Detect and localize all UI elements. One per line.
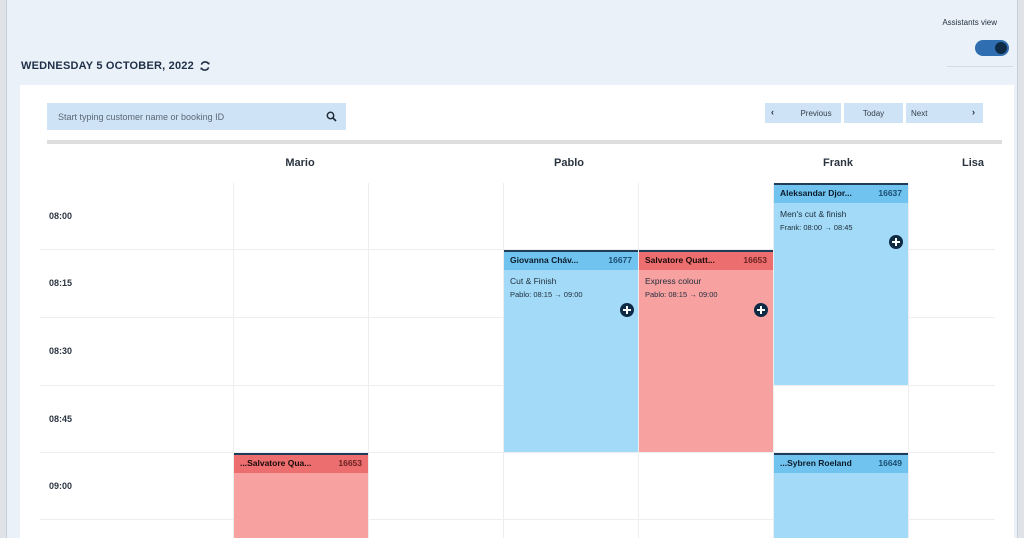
- chevron-right-icon: ›: [972, 107, 975, 117]
- grid-line: [503, 183, 504, 538]
- column-header-pablo: Pablo: [554, 157, 584, 169]
- appointment-time: Pablo: 08:15 → 09:00: [645, 290, 718, 299]
- time-label: 08:00: [49, 211, 73, 221]
- grid-line: [773, 183, 774, 538]
- appointment-top-bar: [504, 250, 638, 252]
- column-header-mario: Mario: [285, 157, 315, 169]
- booking-id: 16637: [878, 188, 902, 198]
- booking-id: 16653: [743, 255, 767, 265]
- search-input[interactable]: [58, 111, 313, 122]
- appointment-top-bar: [774, 453, 908, 455]
- appointment-card[interactable]: ...Salvatore Qua... 16653: [234, 453, 368, 538]
- booking-id: 16653: [338, 458, 362, 468]
- appointment-top-bar: [774, 183, 908, 185]
- grid-line: [40, 249, 995, 250]
- customer-name: Salvatore Quatt...: [645, 255, 715, 265]
- previous-button[interactable]: ‹ Previous: [765, 103, 841, 123]
- customer-name: ...Sybren Roeland: [780, 458, 852, 468]
- toggle-knob: [995, 42, 1007, 54]
- time-label: 08:15: [49, 278, 73, 288]
- service-name: Express colour: [645, 276, 702, 286]
- refresh-icon[interactable]: [199, 60, 211, 72]
- add-service-icon[interactable]: [620, 303, 634, 317]
- today-label: Today: [862, 108, 885, 118]
- appointment-top-bar: [234, 453, 368, 455]
- time-label: 08:30: [49, 346, 73, 356]
- grid-line: [638, 183, 639, 538]
- grid-line: [908, 183, 909, 538]
- next-button[interactable]: Next ›: [906, 103, 983, 123]
- grid-line: [40, 519, 995, 520]
- time-label: 09:00: [49, 481, 73, 491]
- assistants-view-label: Assistants view: [942, 18, 997, 27]
- add-service-icon[interactable]: [754, 303, 768, 317]
- appointment-card[interactable]: Giovanna Cháv... 16677 Cut & Finish Pabl…: [504, 250, 638, 452]
- appointment-card[interactable]: Salvatore Quatt... 16653 Express colour …: [639, 250, 773, 452]
- appointment-header: ...Sybren Roeland 16649: [774, 453, 908, 473]
- calendar-panel: ‹ Previous Today Next › Mario Pablo Fran…: [20, 85, 1014, 538]
- time-label: 08:45: [49, 414, 73, 424]
- service-name: Men's cut & finish: [780, 209, 847, 219]
- column-header-lisa: Lisa: [961, 157, 985, 169]
- page-title: WEDNESDAY 5 OCTOBER, 2022: [21, 60, 194, 72]
- add-service-icon[interactable]: [889, 235, 903, 249]
- date-header: WEDNESDAY 5 OCTOBER, 2022: [21, 60, 211, 72]
- appointment-top-bar: [639, 250, 773, 252]
- grid-line: [368, 183, 369, 538]
- app-frame: Assistants view WEDNESDAY 5 OCTOBER, 202…: [6, 0, 1018, 538]
- column-header-frank: Frank: [823, 157, 853, 169]
- appointment-time: Pablo: 08:15 → 09:00: [510, 290, 583, 299]
- search-bar: [47, 103, 346, 130]
- toolbar-divider: [47, 140, 1002, 144]
- customer-name: Aleksandar Djor...: [780, 188, 852, 198]
- customer-name: ...Salvatore Qua...: [240, 458, 312, 468]
- grid-line: [233, 183, 234, 538]
- appointment-header: Giovanna Cháv... 16677: [504, 250, 638, 270]
- appointment-header: Salvatore Quatt... 16653: [639, 250, 773, 270]
- appointment-card[interactable]: Aleksandar Djor... 16637 Men's cut & fin…: [774, 183, 908, 385]
- next-label: Next: [911, 108, 928, 118]
- assistants-view-toggle[interactable]: [975, 40, 1009, 56]
- appointment-header: ...Salvatore Qua... 16653: [234, 453, 368, 473]
- appointment-time: Frank: 08:00 → 08:45: [780, 223, 853, 232]
- appointment-card[interactable]: ...Sybren Roeland 16649: [774, 453, 908, 538]
- grid-line: [40, 452, 995, 453]
- previous-label: Previous: [800, 108, 832, 118]
- appointment-header: Aleksandar Djor... 16637: [774, 183, 908, 203]
- booking-id: 16649: [878, 458, 902, 468]
- search-icon[interactable]: [326, 111, 337, 122]
- chevron-left-icon: ‹: [771, 107, 774, 117]
- service-name: Cut & Finish: [510, 276, 557, 286]
- customer-name: Giovanna Cháv...: [510, 255, 579, 265]
- booking-id: 16677: [608, 255, 632, 265]
- toggle-divider: [947, 66, 1013, 67]
- today-button[interactable]: Today: [844, 103, 903, 123]
